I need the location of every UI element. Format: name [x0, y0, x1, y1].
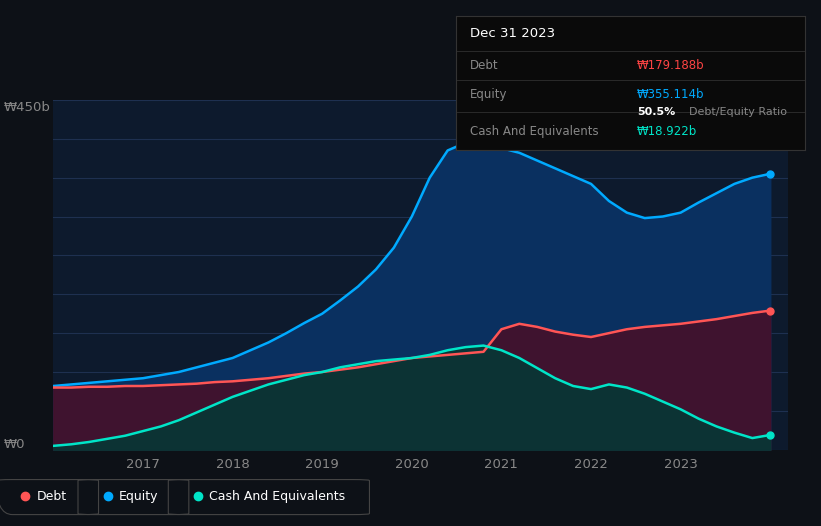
Text: Cash And Equivalents: Cash And Equivalents — [209, 490, 346, 503]
Text: Dec 31 2023: Dec 31 2023 — [470, 26, 555, 39]
Text: Equity: Equity — [119, 490, 158, 503]
Text: Debt/Equity Ratio: Debt/Equity Ratio — [690, 107, 787, 117]
Text: ₩450b: ₩450b — [4, 102, 51, 114]
Text: Debt: Debt — [470, 59, 498, 72]
Text: ₩18.922b: ₩18.922b — [637, 125, 697, 138]
Text: Debt: Debt — [37, 490, 67, 503]
Text: ₩355.114b: ₩355.114b — [637, 88, 704, 102]
Text: ₩0: ₩0 — [4, 438, 25, 451]
Text: Equity: Equity — [470, 88, 507, 102]
Text: 50.5%: 50.5% — [637, 107, 676, 117]
Text: ₩179.188b: ₩179.188b — [637, 59, 704, 72]
Text: Cash And Equivalents: Cash And Equivalents — [470, 125, 599, 138]
